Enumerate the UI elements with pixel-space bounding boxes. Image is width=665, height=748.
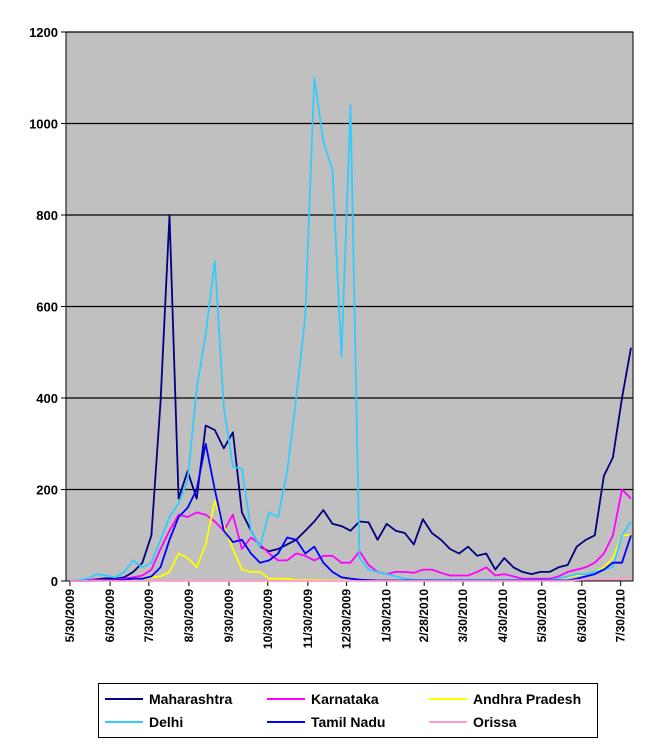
x-tick-label: 2/28/2010 bbox=[417, 589, 431, 643]
y-tick-label: 800 bbox=[36, 208, 58, 223]
legend-swatch bbox=[267, 721, 305, 723]
legend-label: Orissa bbox=[473, 714, 517, 730]
series-line-karnataka bbox=[70, 488, 632, 582]
legend-swatch bbox=[429, 721, 467, 723]
x-tick-label: 3/30/2010 bbox=[456, 589, 470, 643]
series-line-orissa bbox=[70, 575, 632, 582]
legend-swatch bbox=[267, 698, 305, 700]
legend-item-karnataka: Karnataka bbox=[267, 689, 379, 709]
legend-swatch bbox=[105, 721, 143, 723]
y-tick-label: 400 bbox=[36, 391, 58, 406]
legend-label: Karnataka bbox=[311, 691, 379, 707]
x-axis-ticks: 5/30/2009 6/30/2009 7/30/2009 8/30/2009 9/30… bbox=[63, 581, 628, 649]
legend: Maharashtra Karnataka Andhra Pradesh Del… bbox=[98, 683, 598, 738]
legend-label: Andhra Pradesh bbox=[473, 691, 582, 707]
legend-label: Tamil Nadu bbox=[311, 714, 386, 730]
legend-item-delhi: Delhi bbox=[105, 712, 183, 732]
y-tick-label: 600 bbox=[36, 300, 58, 315]
x-tick-label: 6/30/2009 bbox=[103, 589, 117, 643]
legend-item-maharashtra: Maharashtra bbox=[105, 689, 232, 709]
y-tick-label: 1200 bbox=[29, 25, 58, 40]
legend-item-andhra-pradesh: Andhra Pradesh bbox=[429, 689, 581, 709]
x-tick-label: 11/30/2009 bbox=[301, 589, 315, 649]
y-tick-label: 0 bbox=[51, 574, 58, 589]
x-tick-label: 4/30/2010 bbox=[496, 589, 510, 643]
x-tick-label: 7/30/2009 bbox=[142, 589, 156, 643]
x-tick-label: 10/30/2009 bbox=[261, 589, 275, 649]
x-tick-label: 1/30/2010 bbox=[380, 589, 394, 643]
line-chart: 0 200 400 600 800 1000 1200 5/30/2009 6/30/2009… bbox=[29, 25, 634, 649]
legend-swatch bbox=[429, 698, 467, 700]
legend-label: Maharashtra bbox=[149, 691, 233, 707]
x-tick-label: 12/30/2009 bbox=[340, 589, 354, 649]
y-tick-label: 1000 bbox=[29, 117, 58, 132]
y-tick-label: 200 bbox=[36, 483, 58, 498]
legend-item-tamil-nadu: Tamil Nadu bbox=[267, 712, 385, 732]
x-tick-label: 7/30/2010 bbox=[614, 589, 628, 643]
x-tick-label: 5/30/2010 bbox=[535, 589, 549, 643]
legend-swatch bbox=[105, 698, 143, 700]
x-tick-label: 9/30/2009 bbox=[222, 589, 236, 643]
x-tick-label: 8/30/2009 bbox=[182, 589, 196, 643]
series-line-maharashtra bbox=[70, 214, 632, 582]
legend-item-orissa: Orissa bbox=[429, 712, 517, 732]
x-tick-label: 5/30/2009 bbox=[63, 589, 77, 643]
x-tick-label: 6/30/2010 bbox=[575, 589, 589, 643]
legend-label: Delhi bbox=[149, 714, 184, 730]
y-axis-ticks: 0 200 400 600 800 1000 1200 bbox=[29, 25, 66, 589]
series-lines bbox=[69, 76, 632, 582]
